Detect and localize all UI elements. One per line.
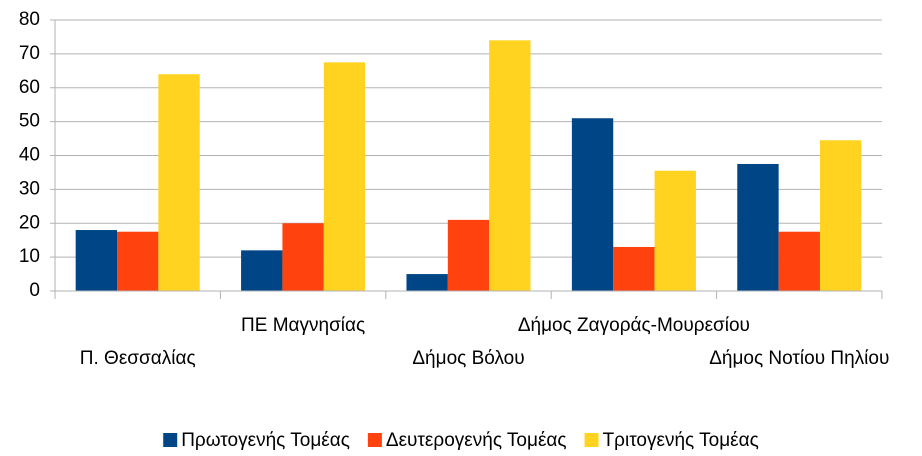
y-tick-label: 70 — [19, 43, 40, 64]
legend: Πρωτογενής Τομέας Δευτερογενής Τομέας Τριτ… — [163, 430, 759, 451]
bar — [282, 223, 324, 291]
y-tick-label: 30 — [19, 178, 40, 199]
legend-swatch — [367, 433, 382, 447]
x-tick-label: Δήμος Ζαγοράς-Μουρεσίου — [518, 315, 750, 336]
x-tick-label: ΠΕ Μαγνησίας — [241, 315, 365, 336]
legend-swatch — [163, 433, 178, 447]
bar — [447, 219, 490, 291]
bar — [241, 250, 283, 291]
bar — [778, 231, 820, 291]
bar — [323, 62, 366, 291]
y-tick-label: 40 — [19, 145, 40, 166]
bar — [406, 274, 448, 291]
legend-swatch — [584, 433, 599, 447]
bar — [75, 230, 118, 291]
y-tick-label: 50 — [19, 111, 40, 132]
bar — [158, 74, 200, 291]
y-tick-label: 80 — [19, 9, 40, 30]
legend-label: Τριτογενής Τομέας — [603, 430, 759, 451]
bar — [613, 246, 655, 291]
bar — [489, 40, 531, 292]
y-tick-label: 10 — [19, 246, 40, 267]
bar — [819, 140, 862, 291]
y-tick-label: 60 — [19, 77, 40, 98]
legend-label: Πρωτογενής Τομέας — [181, 430, 350, 451]
legend-label: Δευτερογενής Τομέας — [386, 430, 567, 451]
x-tick-label: Δήμος Νοτίου Πηλίου — [709, 348, 889, 369]
y-tick-label: 0 — [29, 280, 40, 301]
x-tick-label: Δήμος Βόλου — [412, 348, 524, 369]
bar — [737, 163, 779, 291]
y-tick-label: 20 — [19, 212, 40, 233]
bar — [654, 170, 696, 291]
x-tick-label: Π. Θεσσαλίας — [80, 348, 196, 369]
bar — [571, 118, 614, 291]
bar — [117, 231, 159, 291]
